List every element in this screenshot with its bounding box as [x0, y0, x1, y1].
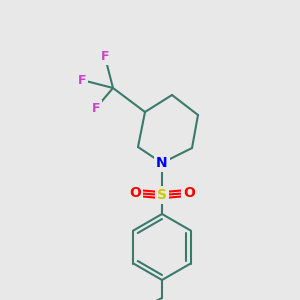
Text: F: F [101, 50, 109, 64]
Text: O: O [129, 186, 141, 200]
Text: O: O [183, 186, 195, 200]
Text: S: S [157, 188, 167, 202]
Text: F: F [78, 74, 86, 86]
Text: N: N [156, 156, 168, 170]
Text: F: F [92, 101, 100, 115]
